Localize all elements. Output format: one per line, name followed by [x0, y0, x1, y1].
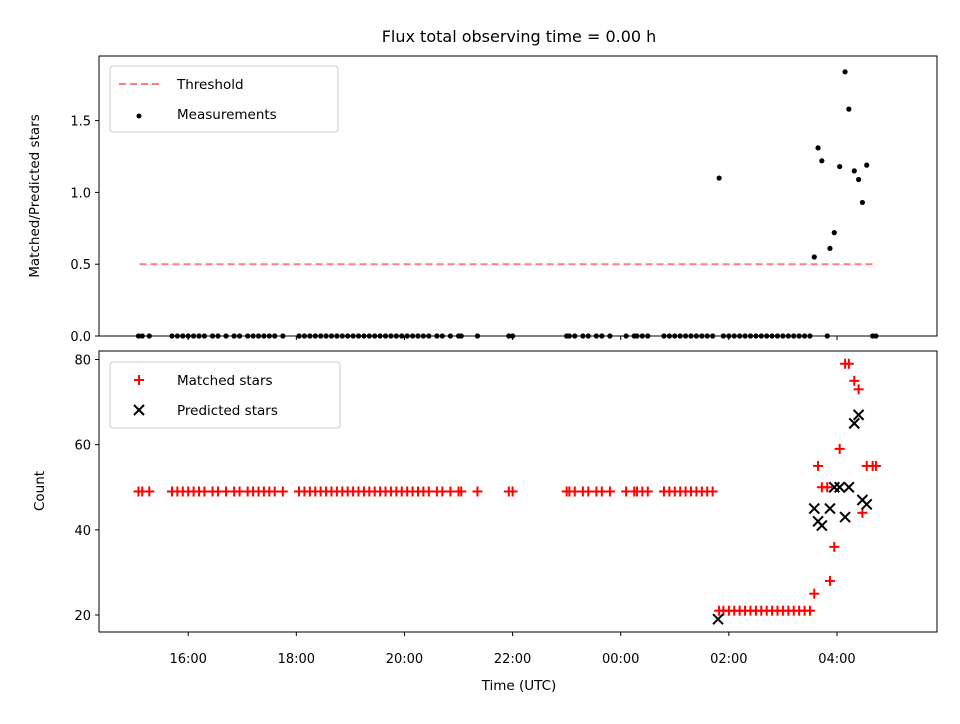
- bottom-x-tick-label: 16:00: [169, 652, 206, 667]
- predicted-star-marker: [843, 481, 855, 493]
- matched-star-marker: [834, 443, 845, 454]
- bottom-legend-box: [109, 361, 341, 429]
- matched-star-marker: [829, 541, 840, 552]
- measurement-point: [859, 199, 865, 206]
- matched-star-marker: [813, 460, 824, 471]
- predicted-star-marker: [816, 519, 828, 532]
- top-y-tick-label: 1.5: [70, 115, 91, 130]
- bottom-plot-area: [133, 358, 881, 625]
- matched-star-marker: [822, 482, 833, 493]
- bottom-x-tick-label: 02:00: [710, 652, 747, 667]
- matched-star-marker: [853, 384, 864, 395]
- measurement-point: [856, 176, 862, 183]
- matched-star-marker: [849, 375, 860, 386]
- bottom-x-tick-label: 22:00: [494, 652, 531, 667]
- predicted-star-marker: [712, 613, 724, 625]
- matched-star-marker: [843, 358, 854, 369]
- predicted-star-marker: [852, 409, 865, 421]
- bottom-plot-frame: [98, 350, 938, 633]
- matched-star-marker: [144, 486, 155, 497]
- bottom-x-tick-label: 18:00: [278, 652, 315, 667]
- top-legend: Threshold Measurements: [109, 65, 339, 133]
- chart-title: Flux total observing time = 0.00 h: [382, 27, 657, 46]
- measurement-point: [815, 145, 821, 151]
- matched-star-marker: [870, 460, 881, 471]
- matched-star-marker: [642, 486, 653, 497]
- bottom-x-tick-label: 04:00: [818, 652, 855, 667]
- matched-star-marker: [604, 486, 615, 497]
- predicted-star-marker: [848, 417, 860, 430]
- measurement-point: [811, 254, 817, 260]
- measurement-point: [819, 158, 825, 164]
- measurement-point: [846, 106, 852, 112]
- bottom-y-tick-label: 80: [74, 354, 91, 369]
- predicted-legend-swatch: [133, 404, 145, 416]
- matched-star-marker: [456, 486, 467, 497]
- bottom-y-tick-label: 40: [74, 524, 91, 539]
- predicted-star-marker: [839, 511, 851, 523]
- measurement-point: [842, 69, 848, 75]
- matched-star-marker: [804, 605, 815, 616]
- top-plot-frame: [98, 55, 938, 337]
- bottom-y-axis-label: Count: [32, 471, 48, 511]
- measurement-point: [827, 245, 833, 252]
- predicted-legend-label: Predicted stars: [177, 403, 278, 419]
- matched-star-marker: [277, 486, 288, 497]
- matched-legend-label: Matched stars: [177, 373, 273, 389]
- measurement-point: [716, 175, 722, 181]
- predicted-star-marker: [861, 498, 873, 510]
- top-y-tick-label: 1.0: [70, 186, 91, 201]
- measurement-point: [837, 163, 843, 170]
- matched-star-marker: [472, 486, 483, 497]
- bottom-x-axis-label: Time (UTC): [481, 678, 557, 694]
- bottom-x-tick-label: 20:00: [386, 652, 423, 667]
- bottom-x-tick-label: 00:00: [602, 652, 639, 667]
- top-plot-area: [135, 69, 879, 339]
- measurements-legend-swatch: [136, 113, 142, 119]
- predicted-star-marker: [824, 502, 836, 515]
- bottom-y-tick-label: 20: [74, 609, 91, 624]
- measurement-point: [864, 162, 870, 168]
- matched-star-marker: [809, 588, 820, 599]
- bottom-legend: Matched stars Predicted stars: [109, 361, 341, 429]
- matched-star-marker: [507, 486, 518, 497]
- predicted-star-marker: [808, 502, 820, 515]
- predicted-star-marker: [833, 481, 846, 493]
- top-y-tick-label: 0.5: [70, 258, 91, 273]
- top-legend-box: [109, 65, 339, 133]
- measurements-legend-label: Measurements: [177, 107, 277, 123]
- bottom-y-tick-label: 60: [74, 439, 91, 454]
- threshold-legend-label: Threshold: [176, 77, 244, 93]
- matched-star-marker: [824, 575, 835, 586]
- matched-star-marker: [707, 486, 718, 497]
- measurement-point: [851, 168, 857, 174]
- matched-legend-swatch: [134, 375, 144, 385]
- measurement-point: [831, 230, 837, 236]
- top-y-tick-label: 0.0: [70, 330, 91, 345]
- top-y-axis-label: Matched/Predicted stars: [27, 114, 43, 277]
